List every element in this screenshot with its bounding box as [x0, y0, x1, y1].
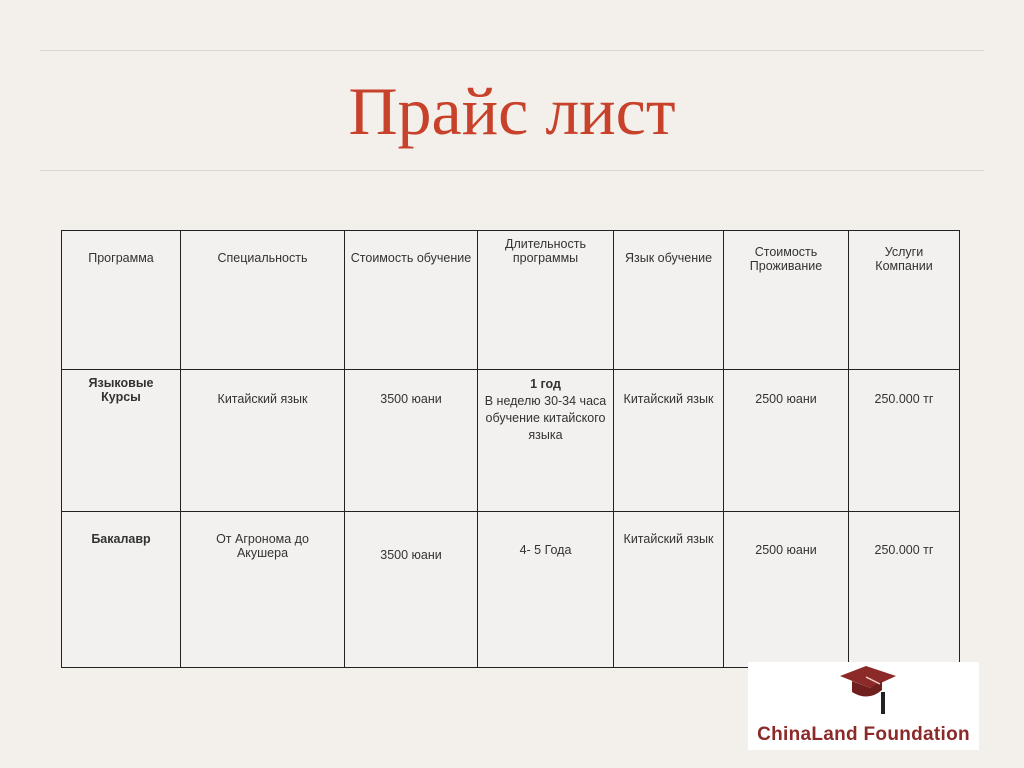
price-table: Программа Специальность Стоимость обучен… — [61, 230, 960, 668]
cell-duration: 1 год В неделю 30-34 часа обучение китай… — [477, 369, 614, 512]
chinaland-logo: ChinaLand Foundation — [748, 662, 979, 750]
header-specialty: Специальность — [180, 230, 345, 370]
graduation-cap-icon — [840, 666, 896, 714]
cell-language: Китайский язык — [613, 369, 724, 512]
cell-specialty: От Агронома до Акушера — [180, 511, 345, 668]
table-row: Бакалавр От Агронома до Акушера 3500 юан… — [61, 511, 960, 668]
table-row: Языковые Курсы Китайский язык 3500 юани … — [61, 369, 960, 512]
header-services: Услуги Компании — [848, 230, 960, 370]
cell-housing: 2500 юани — [723, 511, 849, 668]
cell-tuition: 3500 юани — [344, 511, 478, 668]
header-program: Программа — [61, 230, 181, 370]
cell-services: 250.000 тг — [848, 369, 960, 512]
cell-services: 250.000 тг — [848, 511, 960, 668]
cell-program: Бакалавр — [61, 511, 181, 668]
logo-text: ChinaLand Foundation — [757, 724, 970, 745]
table-header-row: Программа Специальность Стоимость обучен… — [61, 230, 960, 370]
title-rule — [40, 170, 984, 171]
cell-specialty: Китайский язык — [180, 369, 345, 512]
header-language: Язык обучение — [613, 230, 724, 370]
page-title: Прайс лист — [348, 73, 676, 149]
cell-language: Китайский язык — [613, 511, 724, 668]
cell-housing: 2500 юани — [723, 369, 849, 512]
cell-tuition: 3500 юани — [344, 369, 478, 512]
header-duration: Длительность программы — [477, 230, 614, 370]
header-housing: Стоимость Проживание — [723, 230, 849, 370]
cell-program: Языковые Курсы — [61, 369, 181, 512]
top-rule — [40, 50, 984, 51]
cell-duration: 4- 5 Года — [477, 511, 614, 668]
header-tuition: Стоимость обучение — [344, 230, 478, 370]
duration-detail: В неделю 30-34 часа обучение китайского … — [484, 394, 607, 442]
duration-title: 1 год — [530, 377, 561, 391]
